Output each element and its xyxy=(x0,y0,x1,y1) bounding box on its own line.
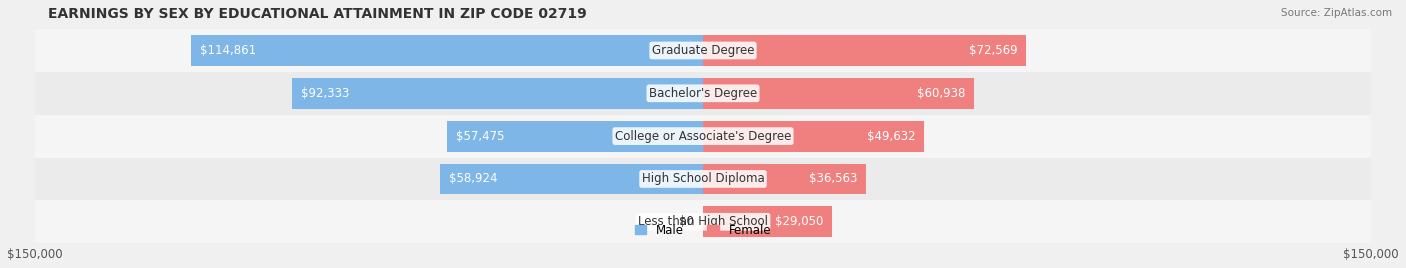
Text: $72,569: $72,569 xyxy=(969,44,1018,57)
Text: $0: $0 xyxy=(679,215,695,228)
Text: High School Diploma: High School Diploma xyxy=(641,172,765,185)
Bar xyxy=(35,158,1371,200)
Legend: Male, Female: Male, Female xyxy=(630,219,776,241)
Text: $36,563: $36,563 xyxy=(808,172,858,185)
Text: Source: ZipAtlas.com: Source: ZipAtlas.com xyxy=(1281,8,1392,18)
Bar xyxy=(703,121,924,151)
Text: Bachelor's Degree: Bachelor's Degree xyxy=(650,87,756,100)
Text: EARNINGS BY SEX BY EDUCATIONAL ATTAINMENT IN ZIP CODE 02719: EARNINGS BY SEX BY EDUCATIONAL ATTAINMEN… xyxy=(48,7,586,21)
Text: $57,475: $57,475 xyxy=(456,130,505,143)
Bar xyxy=(703,78,974,109)
Bar xyxy=(35,200,1371,243)
Bar xyxy=(440,163,703,194)
Bar xyxy=(35,115,1371,158)
Text: $58,924: $58,924 xyxy=(450,172,498,185)
Bar xyxy=(35,72,1371,115)
Bar xyxy=(703,163,866,194)
Text: Graduate Degree: Graduate Degree xyxy=(652,44,754,57)
Bar xyxy=(191,35,703,66)
Bar xyxy=(703,35,1026,66)
Text: $49,632: $49,632 xyxy=(866,130,915,143)
Text: College or Associate's Degree: College or Associate's Degree xyxy=(614,130,792,143)
Bar xyxy=(447,121,703,151)
Text: $114,861: $114,861 xyxy=(200,44,256,57)
Text: $92,333: $92,333 xyxy=(301,87,349,100)
Bar xyxy=(703,206,832,237)
Text: $29,050: $29,050 xyxy=(775,215,824,228)
Bar xyxy=(35,29,1371,72)
Bar xyxy=(291,78,703,109)
Text: $60,938: $60,938 xyxy=(917,87,966,100)
Text: Less than High School: Less than High School xyxy=(638,215,768,228)
